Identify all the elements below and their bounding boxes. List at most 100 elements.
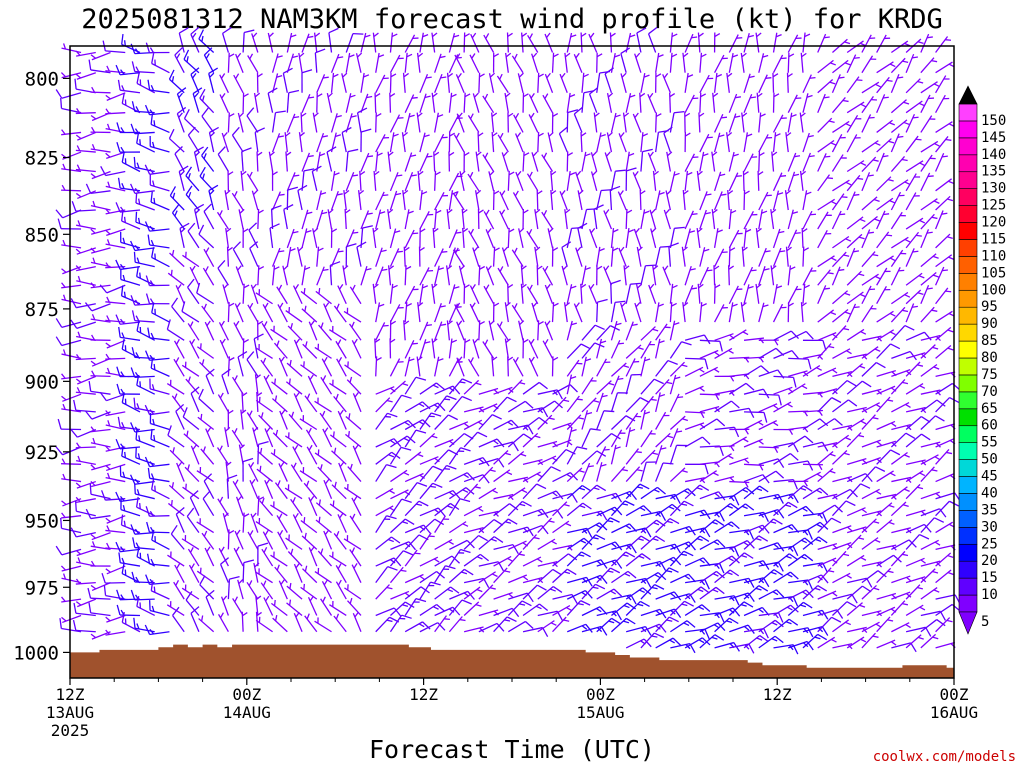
wind-barb [271,53,283,73]
barb-feather [133,156,136,168]
wind-barb [566,537,593,550]
barb-feather [123,216,126,223]
barb-feather [639,507,646,512]
barb-staff [282,73,288,93]
wind-barb [349,513,362,533]
barb-feather [610,567,621,574]
wind-barb [105,228,126,236]
wind-barb [485,228,495,249]
wind-barb [469,53,480,74]
wind-barb [345,413,362,430]
barb-feather [704,579,710,590]
wind-barb [343,190,350,211]
barb-feather [131,101,136,112]
wind-barb [741,112,748,133]
wind-barb [611,362,630,377]
barb-feather [534,435,541,439]
wind-barb [544,320,554,341]
wind-barb [697,32,704,53]
barb-feather [145,506,151,517]
barb-feather [655,113,662,118]
wind-barb [404,340,418,359]
wind-barb [247,302,259,323]
wind-barb [699,570,725,584]
barb-feather [663,265,669,271]
barb-feather [437,402,446,412]
wind-barb [217,496,229,517]
barb-feather [456,53,461,59]
barb-feather [674,376,681,380]
wind-barb [246,351,259,377]
wind-barb [512,190,524,211]
wind-barb [448,33,460,53]
wind-barb [625,93,636,113]
wind-barb [729,643,755,654]
wind-barb [596,392,608,413]
wind-barb [183,430,200,448]
barb-feather [698,32,704,38]
barb-feather [248,410,253,417]
wind-barb [669,92,676,113]
barb-feather [773,543,779,549]
barb-feather [701,604,711,613]
barb-feather [205,368,215,377]
barb-feather [681,341,692,346]
barb-feather [151,529,155,541]
barb-staff [404,534,420,550]
wind-barb [434,356,444,377]
wind-barb [728,34,743,53]
wind-barb [758,561,784,572]
barb-feather [750,96,757,99]
wind-barb [434,321,447,341]
barb-feather [335,613,340,620]
wind-barb [727,190,734,211]
wind-barb [224,426,231,448]
wind-barb [566,109,579,133]
barb-feather [589,283,595,290]
wind-barb [185,166,200,192]
barb-staff [375,356,378,377]
barb-feather [578,470,585,473]
wind-barb [286,32,297,53]
wind-barb [118,326,141,341]
barb-feather [91,314,96,320]
barb-feather [386,586,393,590]
wind-barb [204,320,215,341]
wind-barb [316,92,323,113]
barb-feather [671,302,677,307]
barb-feather [609,517,620,523]
barb-feather [243,559,255,564]
barb-feather [459,618,466,622]
barb-feather [593,487,600,491]
wind-barb [684,284,698,304]
barb-feather [181,301,186,312]
barb-feather [297,184,308,191]
barb-feather [630,543,637,554]
wind-barb [130,240,155,252]
wind-barb [640,73,650,93]
barb-staff [699,92,702,113]
barb-feather [290,34,297,38]
wind-barb [343,307,362,323]
barb-feather [385,415,391,418]
barb-feather [105,445,111,451]
wind-barb [100,166,126,177]
wind-barb [347,597,362,616]
barb-feather [744,190,750,195]
barb-feather [467,590,475,600]
barb-feather [581,551,591,558]
barb-feather [295,392,300,398]
wind-barb [758,209,768,230]
barb-feather [136,403,140,410]
wind-barb [577,222,588,249]
wind-barb [448,92,457,113]
barb-feather [139,272,141,279]
barb-feather [671,503,681,512]
barb-feather [519,227,525,233]
barb-feather [321,211,328,215]
barb-feather [621,468,628,472]
barb-feather [352,174,359,177]
wind-barb [374,92,381,113]
wind-barb [493,419,520,431]
barb-feather [460,170,466,176]
